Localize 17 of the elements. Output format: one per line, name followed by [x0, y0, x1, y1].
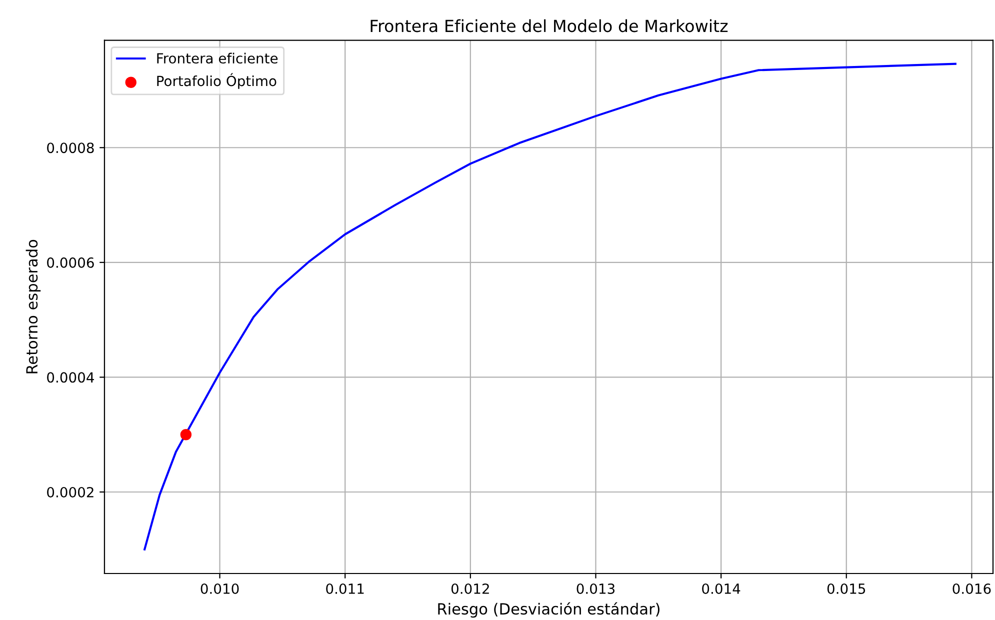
y-tick-label: 0.0002: [47, 486, 94, 498]
legend-label: Frontera eficiente: [157, 52, 278, 64]
line-series: [144, 62, 956, 550]
x-tick-label: 0.012: [451, 583, 489, 594]
x-tick-label: 0.011: [326, 583, 364, 594]
legend-label: Portafolio Óptimo: [157, 73, 276, 89]
y-tick-label: 0.0008: [47, 142, 94, 154]
x-tick-label: 0.014: [702, 583, 740, 594]
chart-title: Frontera Eficiente del Modelo de Markowitz: [370, 19, 728, 32]
x-axis-title: Riesgo (Desviación estándar): [438, 602, 660, 618]
y-axis-title: Retorno esperado: [26, 240, 41, 374]
y-tick-label: 0.0004: [47, 372, 94, 383]
x-tick-label: 0.013: [576, 583, 615, 594]
x-tick-label: 0.015: [827, 583, 866, 594]
x-tick-label: 0.016: [952, 583, 991, 594]
y-tick-label: 0.0006: [47, 257, 94, 268]
x-tick-label: 0.010: [200, 583, 239, 594]
